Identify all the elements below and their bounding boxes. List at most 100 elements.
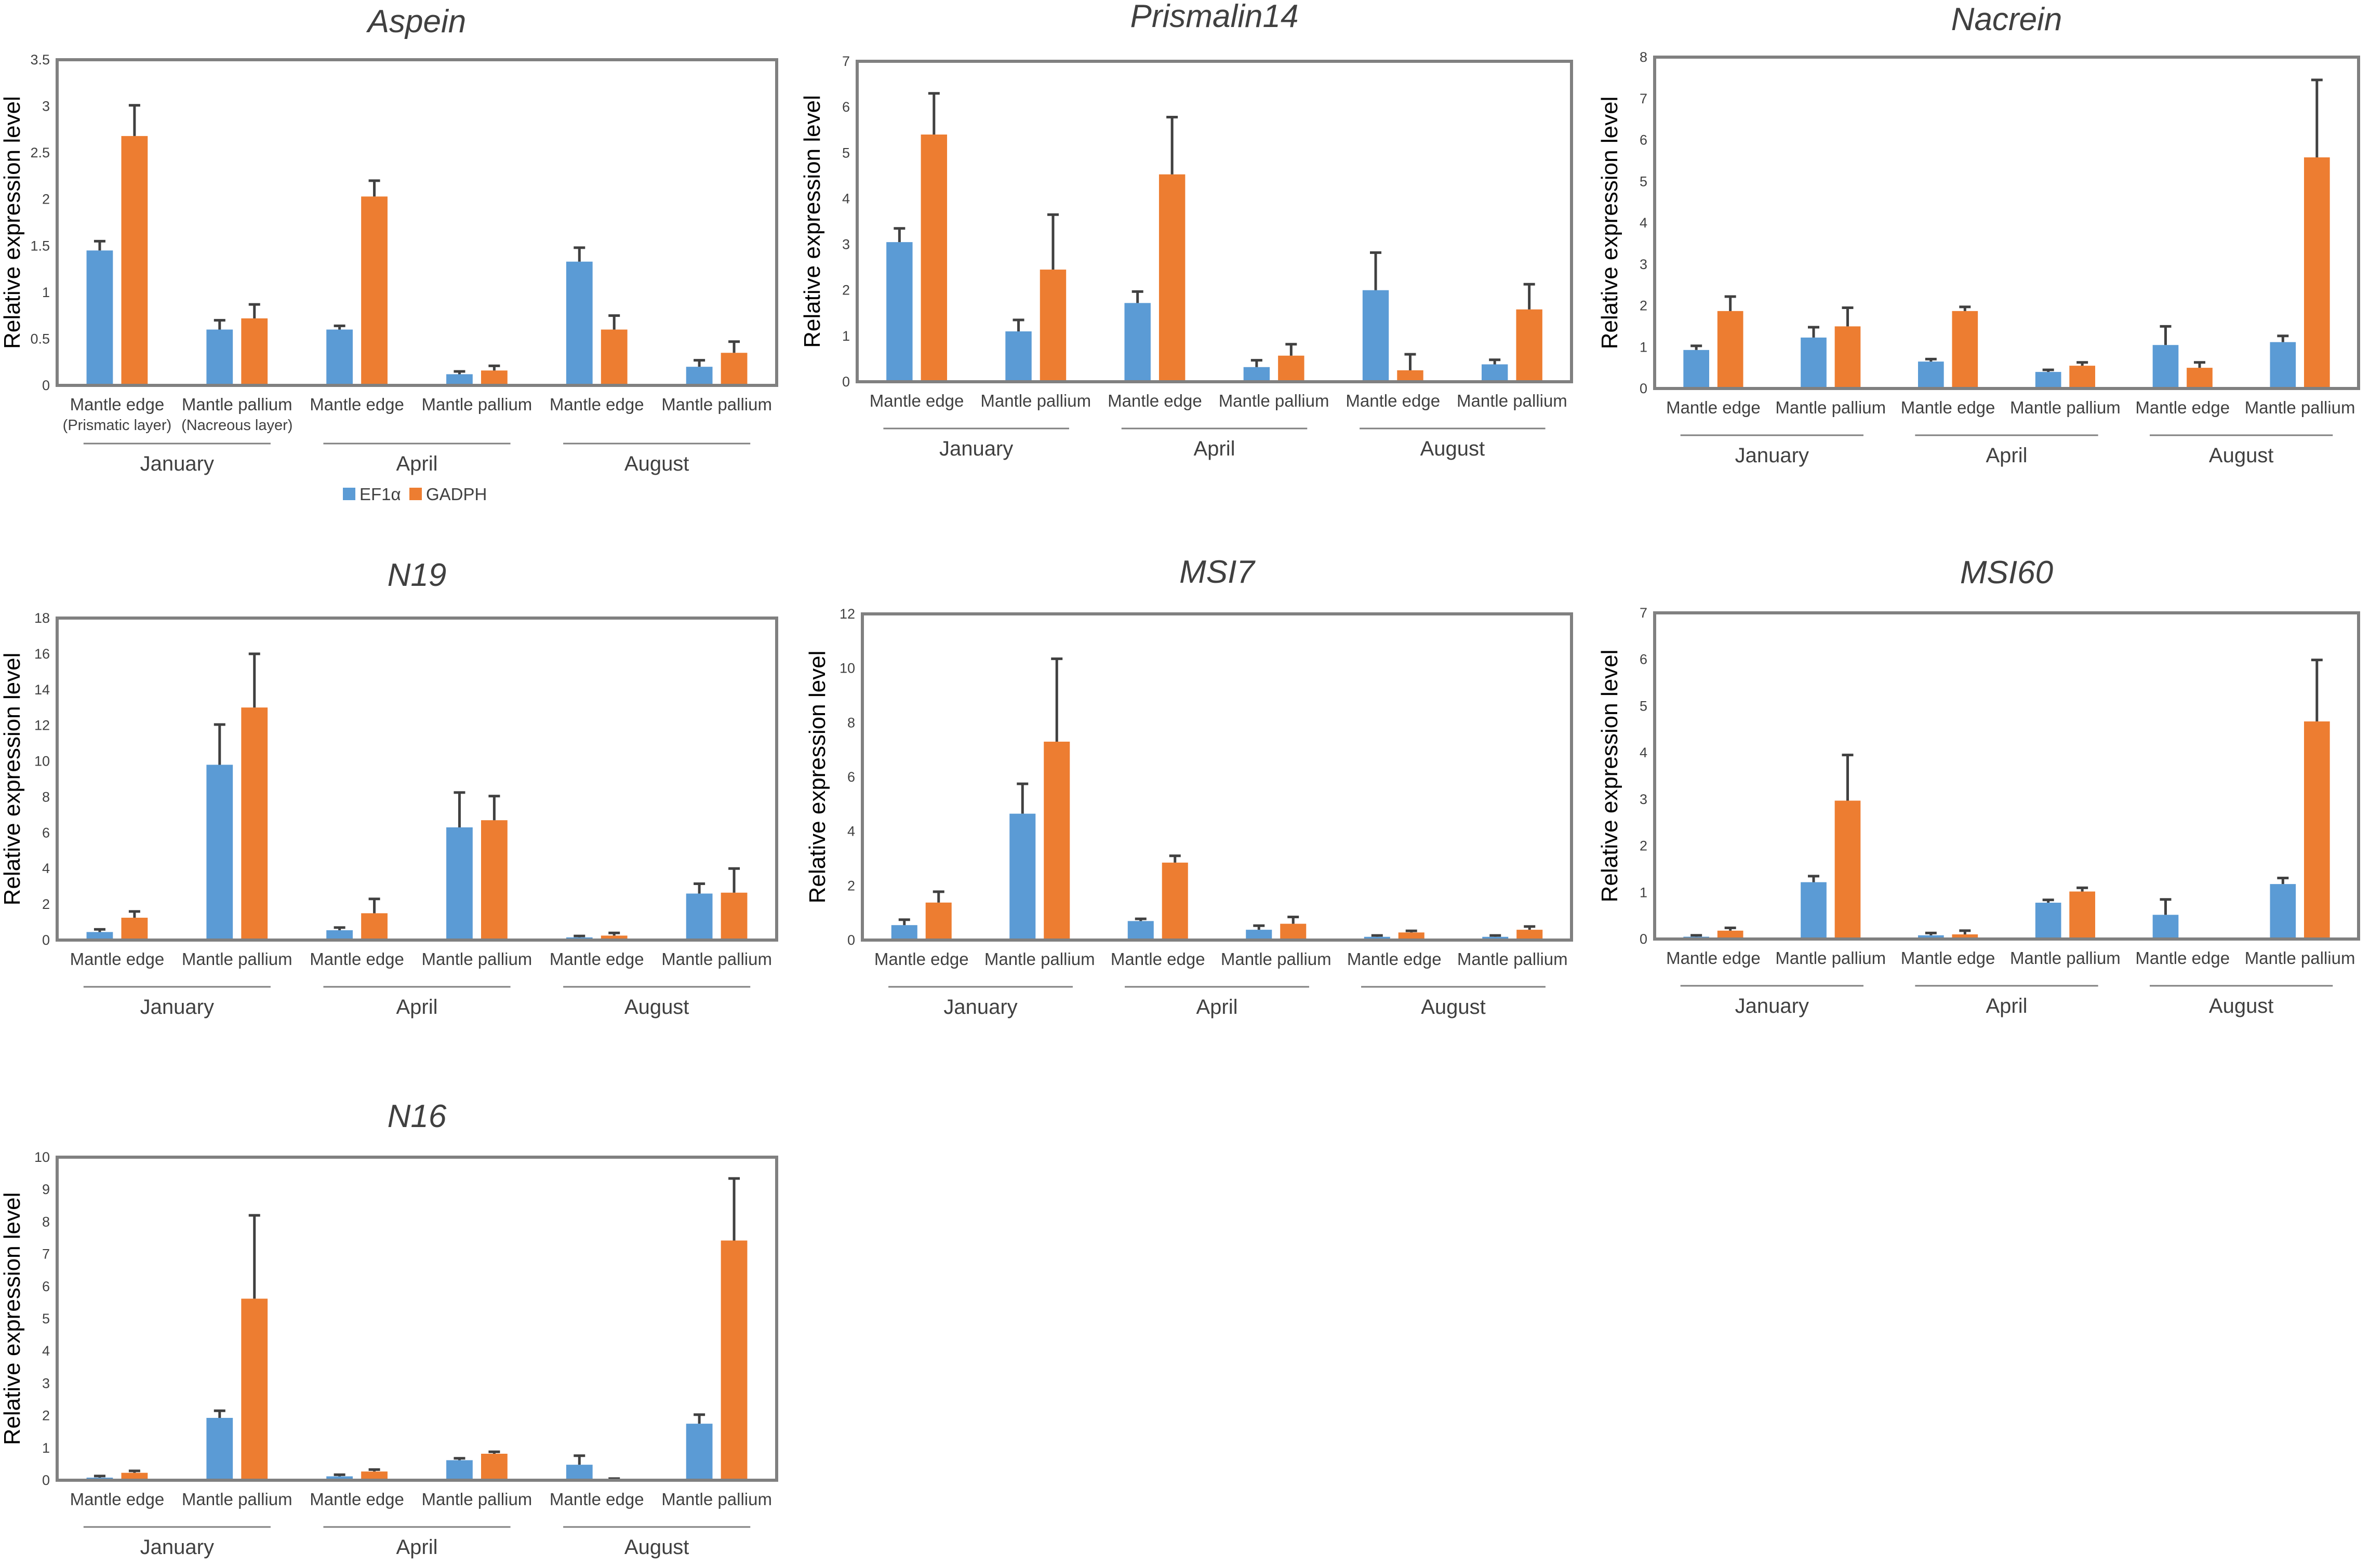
x-category-sublabel: (Prismatic layer) [63, 417, 171, 434]
x-category-label: Mantle pallium [980, 391, 1091, 410]
y-tick-label: 3 [42, 99, 50, 114]
y-tick-label: 0.5 [30, 331, 50, 346]
y-tick-label: 4 [1640, 745, 1647, 760]
x-group-label: January [140, 1536, 214, 1559]
y-tick-label: 4 [842, 191, 850, 206]
y-tick-label: 1 [42, 285, 50, 300]
bar-ef1a [1482, 936, 1509, 940]
x-category-label: Mantle edge [70, 949, 165, 969]
bar-gadph [481, 1453, 508, 1480]
y-tick-label: 2 [1640, 298, 1647, 314]
x-category-label: Mantle edge [2135, 948, 2230, 968]
x-group-label: August [624, 1536, 689, 1559]
bar-ef1a [1246, 930, 1272, 940]
plot-frame [56, 1156, 778, 1482]
bar-gadph [601, 329, 628, 385]
x-category-label: Mantle edge [1111, 949, 1205, 969]
y-tick-label: 2 [842, 283, 850, 298]
bar-gadph [2187, 368, 2213, 388]
y-tick-label: 12 [34, 718, 50, 733]
y-tick-label: 8 [42, 789, 50, 805]
bar-gadph [1280, 923, 1307, 940]
y-tick-label: 0 [847, 932, 855, 948]
y-axis-title: Relative expression level [0, 653, 25, 906]
bar-gadph [361, 1471, 388, 1480]
bar-gadph [121, 136, 148, 385]
chart-panel-4: MSI7 0 2 4 6 8 10 12 Relative expression level Ma… [805, 554, 1573, 1018]
bar-ef1a [1243, 367, 1270, 382]
bar-ef1a [566, 261, 593, 385]
bar-gadph [1398, 932, 1424, 940]
x-category-label: Mantle edge [1347, 949, 1442, 969]
x-category-label: Mantle edge [310, 395, 404, 414]
y-axis-title: Relative expression level [1597, 650, 1622, 903]
plot-frame [861, 612, 1573, 942]
x-category-label: Mantle pallium [1219, 391, 1329, 410]
bar-ef1a [326, 329, 353, 385]
y-axis-title: Relative expression level [1597, 97, 1622, 350]
x-group-label: April [1193, 437, 1235, 460]
x-category-label: Mantle pallium [1457, 949, 1568, 969]
bar-ef1a [1362, 290, 1389, 382]
x-category-label: Mantle edge [550, 1490, 644, 1509]
bar-ef1a [2270, 342, 2296, 388]
chart-panel-1: Prismalin14 0 1 2 3 4 5 6 7 Relative expression l… [800, 0, 1573, 460]
x-category-sublabel: (Nacreous layer) [181, 417, 292, 434]
bar-ef1a [886, 242, 913, 382]
y-tick-label: 2 [847, 878, 855, 893]
bar-gadph [2069, 366, 2096, 388]
y-tick-label: 18 [34, 610, 50, 626]
bar-ef1a [1683, 350, 1710, 388]
y-tick-label: 1.5 [30, 238, 50, 253]
y-tick-label: 1 [1640, 884, 1647, 900]
bar-gadph [1834, 326, 1861, 388]
x-group-label: January [943, 996, 1017, 1018]
x-category-label: Mantle edge [550, 949, 644, 969]
bar-gadph [721, 892, 748, 940]
bar-gadph [2304, 721, 2330, 939]
y-tick-label: 6 [1640, 132, 1647, 148]
y-tick-label: 3 [1640, 792, 1647, 807]
x-category-label: Mantle pallium [661, 395, 772, 414]
y-tick-label: 5 [1640, 698, 1647, 714]
x-group-label: August [1420, 437, 1485, 460]
x-category-label: Mantle edge [1108, 391, 1202, 410]
x-category-label: Mantle pallium [1457, 391, 1567, 410]
bar-ef1a [1481, 364, 1508, 382]
plot-frame [1653, 611, 2360, 941]
bar-gadph [241, 1298, 268, 1480]
bar-gadph [361, 913, 388, 940]
x-category-label: Mantle edge [70, 395, 165, 414]
bar-ef1a [1364, 936, 1390, 940]
y-tick-label: 7 [1640, 91, 1647, 106]
x-group-label: August [2209, 995, 2274, 1017]
y-tick-label: 3 [1640, 257, 1647, 272]
bar-gadph [241, 707, 268, 940]
bar-gadph [925, 902, 952, 940]
bar-gadph [2304, 157, 2330, 388]
x-category-label: Mantle pallium [2245, 948, 2355, 968]
bar-ef1a [446, 1460, 473, 1480]
bar-ef1a [2152, 915, 2179, 939]
bar-gadph [1278, 355, 1304, 382]
y-axis-title: Relative expression level [800, 95, 825, 348]
bar-ef1a [206, 1417, 233, 1480]
bar-gadph [1516, 930, 1543, 940]
bar-gadph [481, 820, 508, 940]
legend-swatch [409, 488, 422, 500]
bar-ef1a [891, 925, 917, 940]
bar-gadph [241, 318, 268, 385]
x-category-label: Mantle pallium [182, 949, 292, 969]
chart-title: MSI7 [1179, 554, 1256, 590]
y-tick-label: 10 [34, 754, 50, 769]
x-group-label: January [1735, 995, 1809, 1017]
x-group-label: April [1986, 995, 2027, 1017]
plot-frame [856, 60, 1573, 383]
y-tick-label: 6 [42, 825, 50, 840]
bar-gadph [1040, 270, 1067, 382]
bar-ef1a [206, 765, 233, 940]
x-group-label: January [939, 437, 1013, 460]
y-tick-label: 6 [847, 769, 855, 785]
chart-title: N16 [388, 1098, 447, 1134]
